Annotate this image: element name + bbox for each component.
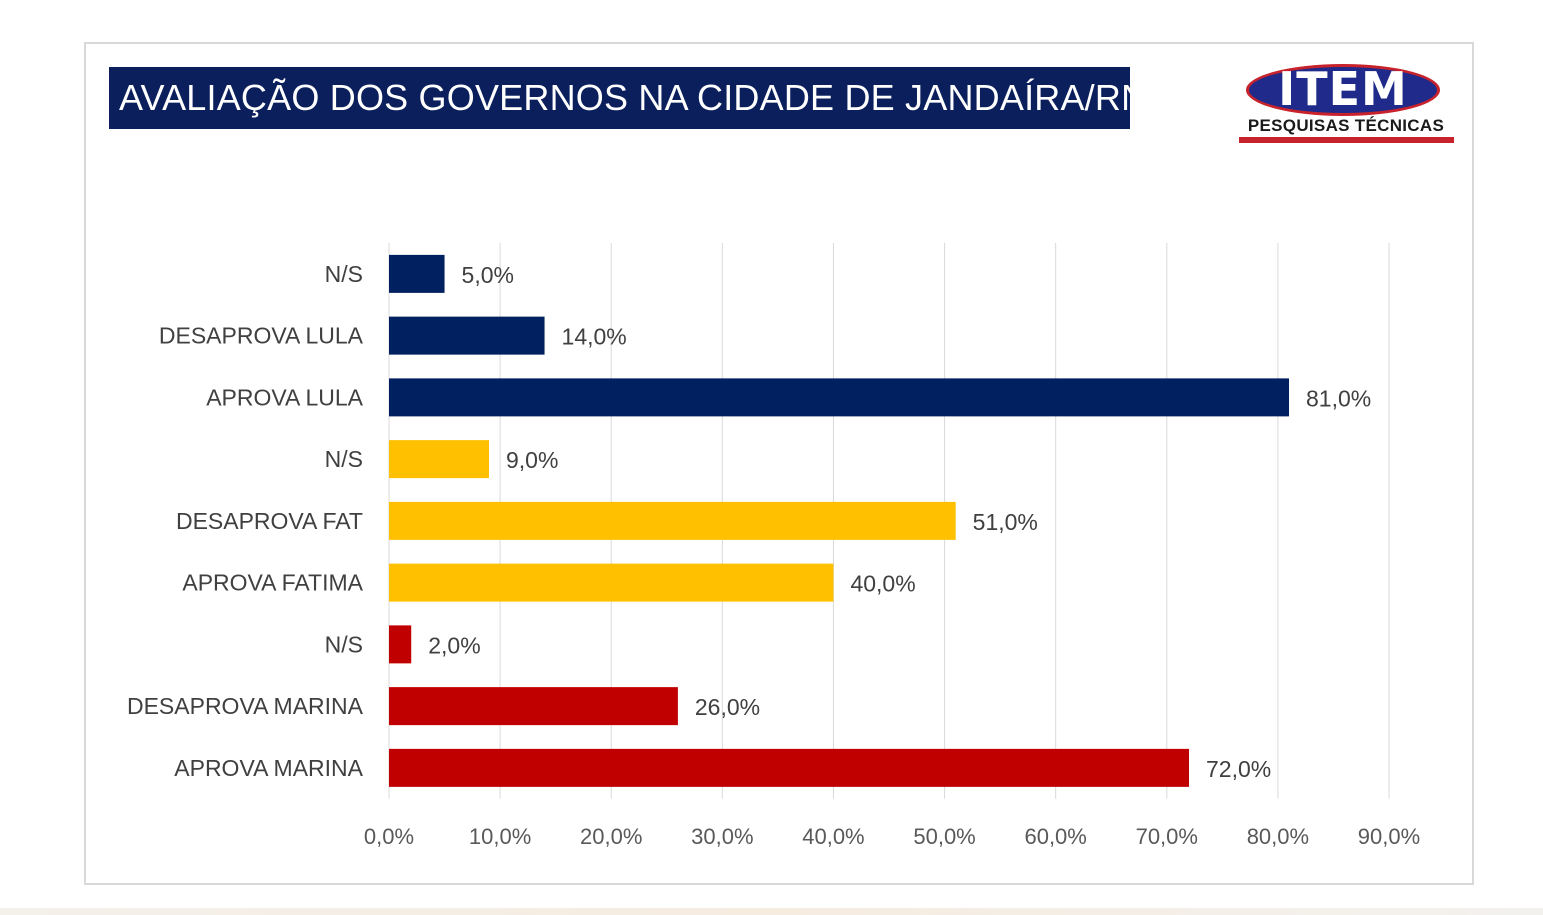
x-tick-label: 90,0% bbox=[1358, 824, 1420, 849]
chart-title: AVALIAÇÃO DOS GOVERNOS NA CIDADE DE JAND… bbox=[109, 67, 1147, 129]
category-label: APROVA MARINA bbox=[174, 755, 363, 781]
value-label: 81,0% bbox=[1306, 385, 1371, 411]
bar-lula bbox=[389, 254, 445, 293]
x-tick-label: 10,0% bbox=[469, 824, 531, 849]
x-tick-label: 70,0% bbox=[1136, 824, 1198, 849]
x-tick-label: 30,0% bbox=[691, 824, 753, 849]
category-label: N/S bbox=[325, 261, 363, 287]
x-tick-label: 20,0% bbox=[580, 824, 642, 849]
bar-lula bbox=[389, 378, 1289, 417]
category-label: DESAPROVA MARINA bbox=[127, 693, 364, 719]
bar-marina bbox=[389, 687, 678, 726]
logo-main-text: ITEM bbox=[1278, 62, 1408, 116]
x-tick-label: 60,0% bbox=[1024, 824, 1086, 849]
value-label: 14,0% bbox=[562, 324, 627, 350]
logo-oval-shape bbox=[1246, 64, 1440, 116]
category-label: APROVA LULA bbox=[206, 384, 363, 410]
value-label: 40,0% bbox=[850, 571, 915, 597]
bar-marina bbox=[389, 625, 412, 664]
chart-frame bbox=[84, 42, 1474, 885]
category-label: APROVA FATIMA bbox=[182, 570, 363, 596]
bar-lula bbox=[389, 316, 545, 355]
category-label: DESAPROVA FAT bbox=[176, 508, 363, 534]
bar-fatima bbox=[389, 501, 956, 540]
value-label: 9,0% bbox=[506, 447, 558, 473]
value-label: 26,0% bbox=[695, 694, 760, 720]
category-label: N/S bbox=[325, 446, 363, 472]
value-label: 51,0% bbox=[973, 509, 1038, 535]
bar-marina bbox=[389, 748, 1189, 787]
logo-underline bbox=[1239, 137, 1454, 143]
category-label: DESAPROVA LULA bbox=[159, 323, 364, 349]
x-tick-label: 40,0% bbox=[802, 824, 864, 849]
value-label: 2,0% bbox=[428, 632, 480, 658]
x-tick-label: 0,0% bbox=[364, 824, 414, 849]
x-tick-label: 50,0% bbox=[913, 824, 975, 849]
bar-fatima bbox=[389, 563, 834, 602]
item-logo: ITEM PESQUISAS TÉCNICAS bbox=[1238, 62, 1454, 146]
value-label: 72,0% bbox=[1206, 756, 1271, 782]
x-tick-label: 80,0% bbox=[1247, 824, 1309, 849]
logo-subtitle: PESQUISAS TÉCNICAS bbox=[1247, 116, 1445, 135]
category-label: N/S bbox=[325, 631, 363, 657]
bottom-strip bbox=[0, 908, 1543, 915]
value-label: 5,0% bbox=[462, 262, 514, 288]
bar-fatima bbox=[389, 440, 489, 479]
